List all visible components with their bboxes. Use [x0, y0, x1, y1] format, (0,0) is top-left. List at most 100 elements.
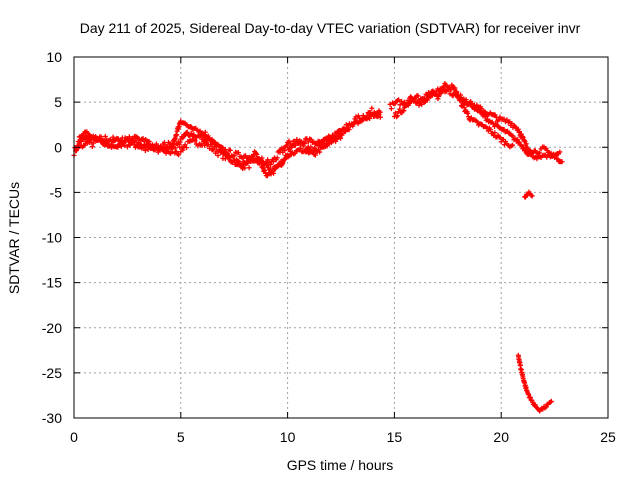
y-tick-label: -30 — [42, 410, 62, 426]
y-axis-label: SDTVAR / TECUs — [6, 182, 22, 294]
data-point — [301, 139, 307, 145]
data-point — [75, 138, 81, 144]
data-point — [308, 144, 314, 150]
data-point — [176, 152, 182, 158]
grid-lines — [74, 57, 608, 418]
data-point — [510, 142, 516, 148]
data-point — [182, 142, 188, 148]
data-point — [295, 140, 301, 146]
data-point — [102, 133, 108, 139]
data-point — [339, 132, 345, 138]
series-high-band-B — [391, 80, 516, 150]
data-point — [406, 101, 412, 107]
x-tick-label: 20 — [493, 429, 509, 445]
y-tick-label: -20 — [42, 320, 62, 336]
data-point — [453, 90, 459, 96]
data-point — [523, 141, 529, 147]
data-point — [463, 97, 469, 103]
data-point — [415, 93, 421, 99]
data-point — [396, 97, 402, 103]
data-point — [227, 155, 233, 161]
data-point — [184, 129, 190, 135]
data-point — [438, 90, 444, 96]
data-point — [89, 144, 95, 150]
data-point — [80, 134, 86, 140]
data-point — [401, 108, 407, 114]
data-point — [232, 158, 238, 164]
y-tick-label: -5 — [50, 184, 63, 200]
series-isolated-segment — [522, 189, 535, 200]
data-point — [557, 149, 563, 155]
y-tick-label: 0 — [54, 139, 62, 155]
data-point — [146, 138, 152, 144]
data-point — [292, 150, 298, 156]
data-point — [197, 128, 203, 134]
series-high-band-A — [387, 86, 563, 160]
series-descending-segment — [515, 352, 554, 414]
data-point — [369, 105, 375, 111]
x-axis-ticks: 0 5 10 15 20 25 — [70, 57, 616, 445]
data-point — [338, 135, 344, 141]
data-point — [133, 138, 139, 144]
data-point — [397, 106, 403, 112]
data-point — [292, 142, 298, 148]
data-point — [388, 106, 394, 112]
data-point — [231, 153, 237, 159]
data-point — [367, 115, 373, 121]
data-point — [341, 125, 347, 131]
data-point — [461, 104, 467, 110]
data-point — [177, 139, 183, 145]
data-point — [516, 139, 522, 145]
data-point — [377, 114, 383, 120]
data-point — [422, 97, 428, 103]
data-point — [183, 145, 189, 151]
data-point — [118, 144, 124, 150]
data-point — [91, 140, 97, 146]
data-point — [202, 129, 208, 135]
data-point — [469, 101, 475, 107]
data-point — [140, 135, 146, 141]
data-point — [412, 96, 418, 102]
data-point — [501, 116, 507, 122]
data-point — [458, 92, 464, 98]
data-point — [353, 114, 359, 120]
data-point — [435, 96, 441, 102]
y-axis-ticks: 10 5 0 -5 -10 -15 -20 -25 -30 — [42, 49, 608, 426]
data-point — [522, 147, 528, 153]
data-point — [514, 136, 520, 142]
data-point — [188, 124, 194, 130]
data-point — [271, 170, 277, 176]
data-point — [529, 151, 535, 157]
data-point — [210, 147, 216, 153]
data-point — [291, 138, 297, 144]
data-point — [221, 148, 227, 154]
data-point — [395, 113, 401, 119]
data-point — [525, 146, 531, 152]
data-point — [317, 149, 323, 155]
data-point — [492, 130, 498, 136]
data-point — [268, 162, 274, 168]
data-point — [504, 117, 510, 123]
data-point — [332, 130, 338, 136]
data-point — [312, 152, 318, 158]
data-point — [82, 140, 88, 146]
data-point — [168, 150, 174, 156]
data-point — [205, 133, 211, 139]
data-point — [115, 144, 121, 150]
data-point — [440, 85, 446, 91]
data-point — [436, 93, 442, 99]
data-point — [402, 104, 408, 110]
y-tick-label: 5 — [54, 94, 62, 110]
data-point — [419, 101, 425, 107]
data-point — [521, 145, 527, 151]
data-point — [555, 156, 561, 162]
data-point — [286, 138, 292, 144]
series-high-band-C — [451, 87, 565, 165]
data-point — [215, 152, 221, 158]
data-point — [460, 102, 466, 108]
data-point — [235, 150, 241, 156]
x-tick-label: 25 — [600, 429, 616, 445]
data-point — [377, 109, 383, 115]
data-point — [501, 142, 507, 148]
